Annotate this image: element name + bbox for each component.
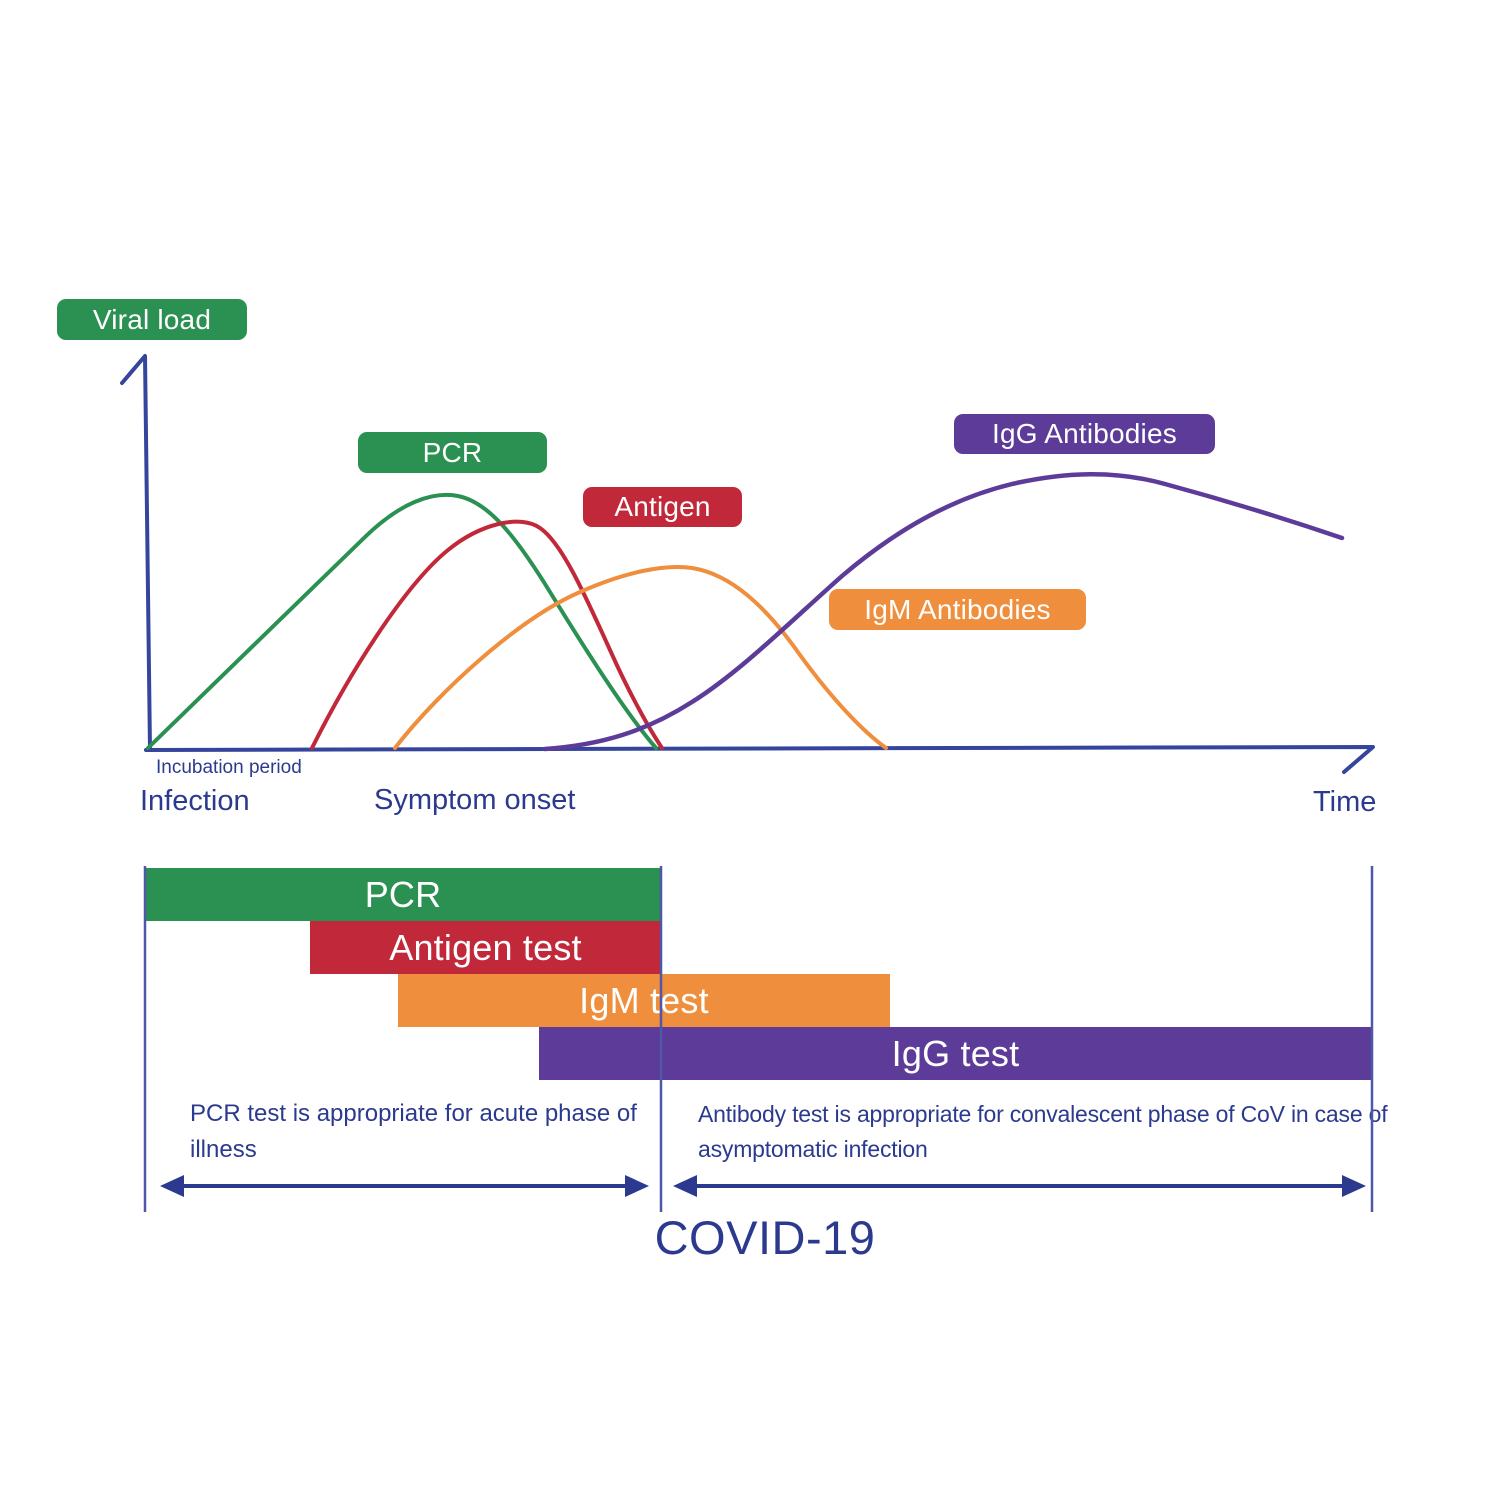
antigen-curve-badge: Antigen	[583, 487, 742, 527]
y-axis	[120, 354, 152, 752]
antigen-test-bar-label: Antigen test	[389, 926, 582, 968]
igg-test-bar-label: IgG test	[891, 1032, 1020, 1074]
incubation-period-label: Incubation period	[156, 757, 302, 778]
igm-curve-badge-label: IgM Antibodies	[864, 593, 1051, 625]
antigen-curve-badge-label: Antigen	[614, 491, 711, 522]
igm-curve	[393, 565, 888, 750]
convalescent-phase-note: Antibody test is appropriate for convale…	[698, 1101, 1388, 1162]
pcr-test-bar: PCR	[145, 868, 661, 921]
igm-test-bar: IgM test	[398, 974, 890, 1027]
pcr-curve	[146, 492, 658, 750]
infection-label: Infection	[140, 785, 250, 817]
viral-load-badge-label: Viral load	[92, 303, 212, 335]
convalescent-phase-arrowhead-left	[673, 1175, 697, 1197]
igg-curve-badge-label: IgG Antibodies	[992, 418, 1177, 449]
igm-test-bar-label: IgM test	[579, 979, 709, 1021]
pcr-test-bar-label: PCR	[364, 873, 442, 915]
time-label: Time	[1313, 786, 1377, 818]
acute-phase-arrowhead-right	[625, 1175, 649, 1197]
igm-curve-badge: IgM Antibodies	[829, 589, 1086, 630]
acute-phase-note: PCR test is appropriate for acute phase …	[190, 1100, 637, 1163]
antigen-curve	[310, 519, 664, 750]
symptom-onset-label: Symptom onset	[374, 784, 576, 816]
x-axis	[144, 745, 1375, 774]
igg-curve-badge: IgG Antibodies	[954, 414, 1215, 454]
pcr-curve-badge-label: PCR	[422, 436, 483, 468]
convalescent-phase-arrowhead-right	[1342, 1175, 1366, 1197]
acute-phase-arrowhead-left	[160, 1175, 184, 1197]
viral-load-badge: Viral load	[57, 299, 247, 340]
diagram-title: COVID-19	[654, 1211, 876, 1264]
antigen-test-bar: Antigen test	[310, 921, 661, 974]
pcr-curve-badge: PCR	[358, 432, 547, 473]
igg-test-bar: IgG test	[539, 1027, 1372, 1080]
